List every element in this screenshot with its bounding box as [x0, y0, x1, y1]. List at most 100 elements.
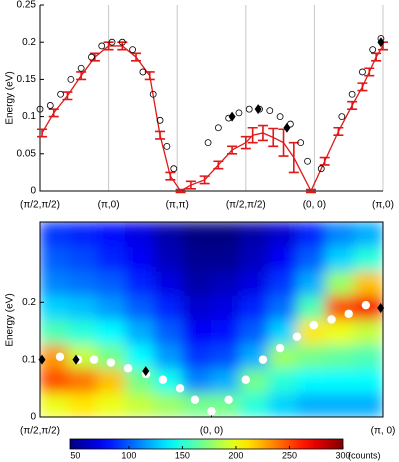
heatmap-cell — [153, 222, 184, 247]
data-point — [72, 354, 80, 365]
heatmap-cell — [353, 245, 383, 272]
error-bar — [175, 188, 186, 194]
error-bar — [76, 71, 87, 81]
data-point — [158, 375, 168, 384]
data-point — [88, 53, 95, 61]
data-point — [224, 395, 233, 404]
heatmap-cell — [125, 319, 155, 345]
heatmap-cell — [296, 367, 327, 394]
heatmap-cell — [153, 343, 184, 369]
heatmap-cell — [96, 367, 127, 394]
heatmap-cell — [211, 294, 241, 320]
heatmap-cell — [125, 245, 155, 272]
colorbar-tick-label: 250 — [282, 450, 297, 460]
x-tick-label: (π/2,π/2) — [20, 426, 60, 437]
error-bar — [278, 128, 289, 157]
heatmap-cell — [96, 245, 127, 272]
heatmap-cell — [96, 222, 127, 247]
error-bar — [103, 41, 114, 51]
y-tick-label: 0.05 — [17, 148, 37, 159]
heatmap-cell — [125, 270, 155, 296]
data-point — [106, 358, 116, 367]
x-tick-label: (π/2,π/2) — [20, 200, 60, 211]
heatmap-cell — [211, 343, 241, 369]
x-tick-label: (0, 0) — [303, 200, 326, 211]
heatmap-cell — [153, 245, 184, 272]
heatmap-cell — [268, 319, 298, 345]
data-point — [348, 90, 356, 98]
heatmap-cell — [353, 319, 383, 345]
colorbar-tick-label: 300 — [335, 450, 350, 460]
heatmap-cell — [268, 222, 298, 247]
heatmap-cell — [296, 392, 327, 417]
heatmap-cell — [182, 294, 212, 320]
error-bar — [213, 160, 224, 170]
error-bar — [62, 91, 73, 101]
heatmap-cell — [153, 270, 184, 296]
error-bar — [371, 52, 382, 62]
data-point — [304, 157, 311, 165]
data-line — [41, 45, 384, 193]
heatmap-cell — [182, 343, 212, 369]
heatmap-cell — [40, 270, 70, 296]
heatmap-cell — [96, 392, 127, 417]
heatmap-cell — [211, 245, 241, 272]
data-point — [204, 139, 212, 147]
data-point — [108, 38, 116, 46]
heatmap-cell — [182, 319, 212, 345]
data-point — [163, 142, 171, 150]
data-point — [228, 111, 236, 122]
data-point — [297, 139, 305, 147]
data-point — [156, 116, 164, 124]
data-point — [292, 332, 302, 341]
data-point — [214, 124, 222, 132]
error-bar — [268, 127, 279, 148]
heatmap-cell — [239, 222, 270, 247]
error-bar — [155, 130, 166, 140]
heatmap-cell — [325, 222, 355, 247]
x-tick-label: (π, 0) — [371, 426, 396, 437]
heatmap-cell — [40, 343, 70, 369]
data-point — [359, 68, 366, 76]
heatmap-cell — [96, 319, 127, 345]
heatmap-cell — [96, 294, 127, 320]
data-point — [235, 109, 243, 117]
y-axis-label: Energy (eV) — [5, 293, 16, 346]
error-bar — [185, 180, 196, 190]
y-tick-label: 0.2 — [22, 37, 36, 48]
error-bar — [37, 128, 48, 138]
data-point — [377, 37, 385, 48]
heatmap-cell — [239, 245, 270, 272]
data-point — [276, 113, 284, 120]
data-point — [67, 76, 75, 83]
x-tick-label: (π/2,π/2) — [226, 200, 266, 211]
y-axis-label: Energy (eV) — [5, 71, 16, 124]
heatmap-cell — [125, 367, 155, 394]
heatmap-cell — [353, 343, 383, 369]
heatmap-cell — [325, 343, 355, 369]
heatmap-cell — [125, 392, 155, 417]
data-point — [327, 315, 336, 324]
heatmap-cell — [182, 367, 212, 394]
axis — [39, 5, 383, 192]
data-point — [46, 102, 54, 109]
data-point — [170, 165, 178, 173]
data-point — [98, 42, 106, 50]
data-point — [77, 64, 85, 72]
colorbar-tick-label: 100 — [121, 450, 136, 460]
y-tick-label: 0 — [30, 186, 36, 197]
heatmap — [40, 222, 383, 417]
heatmap-cell — [211, 319, 241, 345]
heatmap-cell — [40, 319, 70, 345]
heatmap-cell — [68, 294, 98, 320]
error-bar — [165, 171, 176, 181]
data-point — [245, 105, 253, 113]
heatmap-cell — [40, 392, 70, 417]
data-point — [142, 366, 150, 377]
heatmap-area — [40, 222, 383, 417]
data-point — [123, 364, 133, 373]
heatmap-cell — [296, 222, 327, 247]
data-point — [344, 309, 353, 318]
data-point — [149, 90, 157, 98]
